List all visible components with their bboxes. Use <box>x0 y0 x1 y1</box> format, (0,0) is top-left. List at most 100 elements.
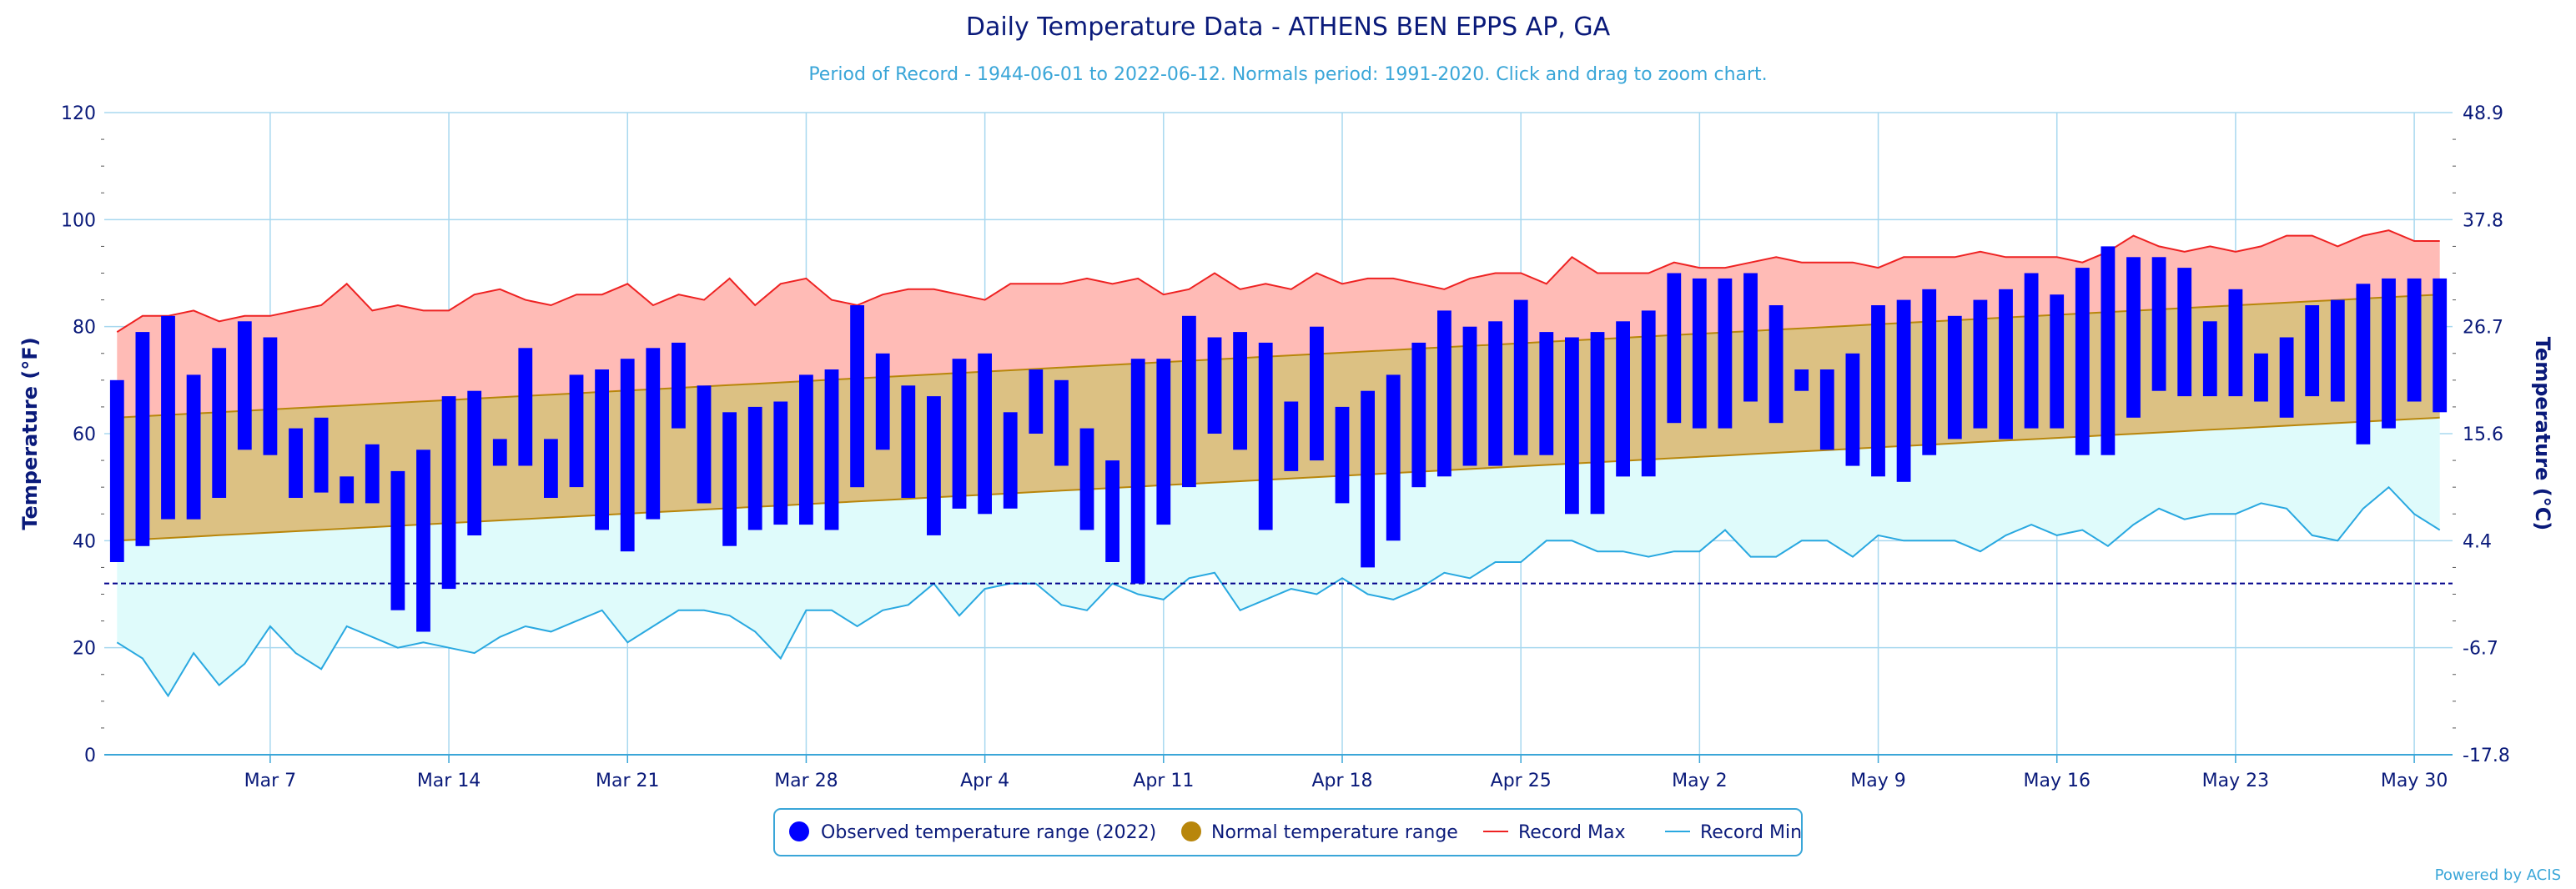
observed-bar[interactable] <box>1411 342 1426 488</box>
observed-bar[interactable] <box>1616 321 1630 477</box>
observed-bar[interactable] <box>416 450 430 632</box>
legend-item-observed[interactable]: Observed temperature range (2022) <box>789 821 1156 843</box>
observed-bar[interactable] <box>1973 299 1988 429</box>
observed-bar[interactable] <box>1182 315 1196 488</box>
observed-bar[interactable] <box>875 353 890 450</box>
observed-bar[interactable] <box>1513 299 1528 455</box>
observed-bar[interactable] <box>212 348 227 498</box>
observed-bar[interactable] <box>1819 369 1834 450</box>
observed-bars[interactable] <box>109 246 2448 632</box>
observed-bar[interactable] <box>1003 412 1018 509</box>
observed-bar[interactable] <box>2101 246 2116 455</box>
observed-bar[interactable] <box>1361 390 1375 568</box>
observed-bar[interactable] <box>1539 332 1554 455</box>
observed-bar[interactable] <box>1437 310 1452 477</box>
observed-bar[interactable] <box>1794 369 1809 391</box>
observed-bar[interactable] <box>492 439 507 466</box>
observed-bar[interactable] <box>1999 289 2013 439</box>
observed-bar[interactable] <box>1029 369 1044 434</box>
observed-bar[interactable] <box>2382 278 2396 429</box>
observed-bar[interactable] <box>1054 379 1069 466</box>
observed-bar[interactable] <box>952 359 967 509</box>
observed-bar[interactable] <box>1845 353 1860 466</box>
observed-bar[interactable] <box>1718 278 1733 429</box>
observed-bar[interactable] <box>1768 305 1784 424</box>
observed-bar[interactable] <box>2024 273 2039 429</box>
observed-bar[interactable] <box>1462 326 1477 466</box>
observed-bar[interactable] <box>722 412 737 546</box>
observed-bar[interactable] <box>1233 332 1247 450</box>
observed-bar[interactable] <box>620 359 635 552</box>
observed-bar[interactable] <box>237 321 252 450</box>
observed-bar[interactable] <box>1641 310 1656 477</box>
observed-bar[interactable] <box>186 374 201 520</box>
observed-bar[interactable] <box>1922 289 1937 455</box>
observed-bar[interactable] <box>1130 359 1145 584</box>
observed-bar[interactable] <box>1335 406 1350 504</box>
observed-bar[interactable] <box>2433 278 2448 413</box>
observed-bar[interactable] <box>1079 428 1094 530</box>
observed-bar[interactable] <box>850 305 864 488</box>
observed-bar[interactable] <box>1207 337 1222 434</box>
observed-bar[interactable] <box>2126 257 2141 418</box>
observed-bar[interactable] <box>1258 342 1273 530</box>
observed-bar[interactable] <box>2177 268 2192 397</box>
observed-bar[interactable] <box>672 342 686 429</box>
observed-bar[interactable] <box>1565 337 1579 515</box>
observed-bar[interactable] <box>135 332 150 546</box>
observed-bar[interactable] <box>773 401 788 525</box>
observed-bar[interactable] <box>1667 273 1682 424</box>
observed-bar[interactable] <box>1310 326 1324 461</box>
observed-bar[interactable] <box>390 470 405 610</box>
observed-bar[interactable] <box>927 396 941 535</box>
observed-bar[interactable] <box>1284 401 1299 471</box>
observed-bar[interactable] <box>314 417 329 493</box>
observed-bar[interactable] <box>109 379 124 562</box>
observed-bar[interactable] <box>1871 305 1885 477</box>
observed-bar[interactable] <box>1590 332 1605 515</box>
observed-bar[interactable] <box>901 385 916 498</box>
legend-item-record-min[interactable]: Record Min <box>1665 822 1802 843</box>
observed-bar[interactable] <box>1156 359 1171 525</box>
observed-bar[interactable] <box>289 428 303 498</box>
observed-bar[interactable] <box>263 337 278 455</box>
observed-bar[interactable] <box>2279 337 2294 418</box>
observed-bar[interactable] <box>824 369 839 530</box>
credit-link[interactable]: Powered by ACIS <box>2435 866 2561 884</box>
observed-bar[interactable] <box>799 374 813 525</box>
observed-bar[interactable] <box>2356 284 2371 444</box>
observed-bar[interactable] <box>2330 299 2345 402</box>
observed-bar[interactable] <box>2254 353 2268 402</box>
observed-bar[interactable] <box>161 315 175 520</box>
legend-item-record-max[interactable]: Record Max <box>1483 822 1626 843</box>
observed-bar[interactable] <box>1743 273 1758 402</box>
observed-bar[interactable] <box>1386 374 1401 541</box>
observed-bar[interactable] <box>467 390 482 535</box>
observed-bar[interactable] <box>2228 289 2243 397</box>
observed-bar[interactable] <box>697 385 712 504</box>
observed-bar[interactable] <box>544 439 558 498</box>
observed-bar[interactable] <box>2050 294 2065 429</box>
observed-bar[interactable] <box>2305 305 2320 397</box>
observed-bar[interactable] <box>2202 321 2217 397</box>
observed-bar[interactable] <box>2151 257 2166 391</box>
observed-bar[interactable] <box>1947 315 1962 439</box>
observed-bar[interactable] <box>441 396 456 590</box>
observed-bar[interactable] <box>978 353 992 515</box>
observed-bar[interactable] <box>365 444 380 504</box>
observed-bar[interactable] <box>569 374 584 488</box>
observed-bar[interactable] <box>1488 321 1502 466</box>
observed-bar[interactable] <box>1692 278 1707 429</box>
y-tick-label-right: -17.8 <box>2463 746 2510 766</box>
observed-bar[interactable] <box>1896 299 1911 482</box>
observed-bar[interactable] <box>340 476 355 504</box>
observed-bar[interactable] <box>2075 268 2090 455</box>
observed-bar[interactable] <box>1105 460 1119 562</box>
observed-bar[interactable] <box>646 348 661 520</box>
observed-bar[interactable] <box>747 406 762 530</box>
observed-bar[interactable] <box>2407 278 2422 402</box>
legend-item-normal[interactable]: Normal temperature range <box>1181 821 1458 843</box>
observed-bar[interactable] <box>595 369 609 530</box>
observed-bar[interactable] <box>518 348 533 466</box>
